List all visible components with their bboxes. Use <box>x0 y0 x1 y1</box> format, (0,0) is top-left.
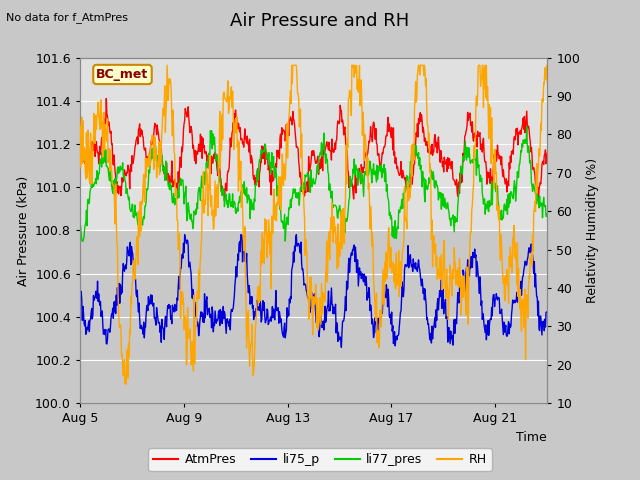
Bar <box>80 58 547 230</box>
Text: BC_met: BC_met <box>97 68 148 81</box>
X-axis label: Time: Time <box>516 431 547 444</box>
Y-axis label: Air Pressure (kPa): Air Pressure (kPa) <box>17 175 29 286</box>
Text: Air Pressure and RH: Air Pressure and RH <box>230 12 410 30</box>
Y-axis label: Relativity Humidity (%): Relativity Humidity (%) <box>586 158 598 303</box>
Legend: AtmPres, li75_p, li77_pres, RH: AtmPres, li75_p, li77_pres, RH <box>148 448 492 471</box>
Bar <box>80 230 547 403</box>
Text: No data for f_AtmPres: No data for f_AtmPres <box>6 12 129 23</box>
